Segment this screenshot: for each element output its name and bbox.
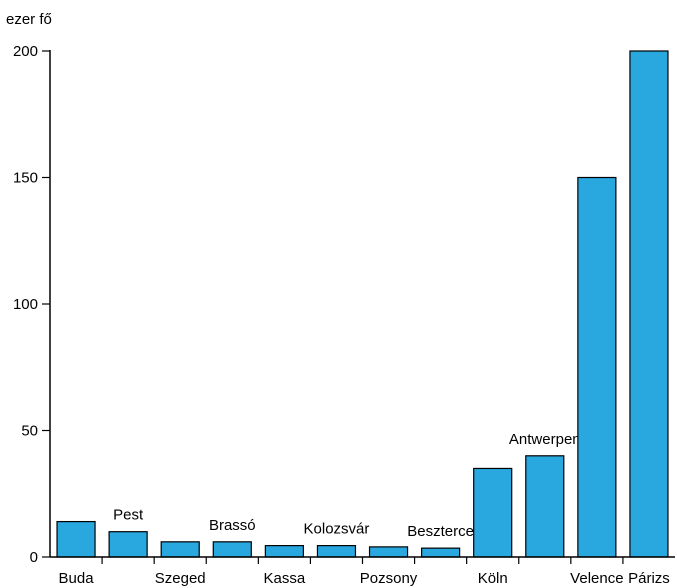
y-unit-label: ezer fő: [6, 11, 52, 28]
bars: Pest Brassó Kolozsvár Beszterce Antwerpen: [56, 50, 669, 558]
bar-5: [316, 545, 357, 558]
category-label: Buda: [59, 570, 95, 587]
category-label: Köln: [478, 570, 508, 587]
y-tick-label: 100: [13, 296, 38, 313]
category-label: Brassó: [209, 517, 256, 534]
y-tick-label: 50: [21, 423, 38, 440]
bar-8: [473, 467, 513, 558]
x-axis: Buda Szeged Kassa Pozsony Köln Velence Párizs: [50, 556, 675, 587]
bar-3: [212, 541, 252, 558]
bar-0: [56, 520, 96, 558]
bar-11: [629, 50, 669, 558]
bar-7: [421, 547, 461, 558]
y-axis: 0 50 100 150 200: [13, 43, 51, 566]
category-label: Antwerpen: [509, 431, 581, 448]
y-tick-label: 150: [13, 170, 38, 187]
bar-4: [264, 545, 304, 558]
y-tick-label: 200: [13, 43, 38, 60]
category-label: Szeged: [155, 570, 206, 587]
bar-10: [577, 176, 617, 558]
bar-2: [160, 541, 200, 558]
y-tick-label: 0: [30, 549, 38, 566]
category-label: Velence: [570, 570, 623, 587]
category-label: Pest: [113, 507, 144, 524]
bar-9: [525, 455, 565, 558]
category-label: Párizs: [628, 570, 670, 587]
category-label: Pozsony: [360, 570, 418, 587]
bar-1: [108, 531, 148, 558]
category-label: Kolozsvár: [304, 521, 370, 538]
bar-6: [368, 546, 409, 558]
category-label: Beszterce: [407, 523, 474, 540]
category-label: Kassa: [264, 570, 306, 587]
